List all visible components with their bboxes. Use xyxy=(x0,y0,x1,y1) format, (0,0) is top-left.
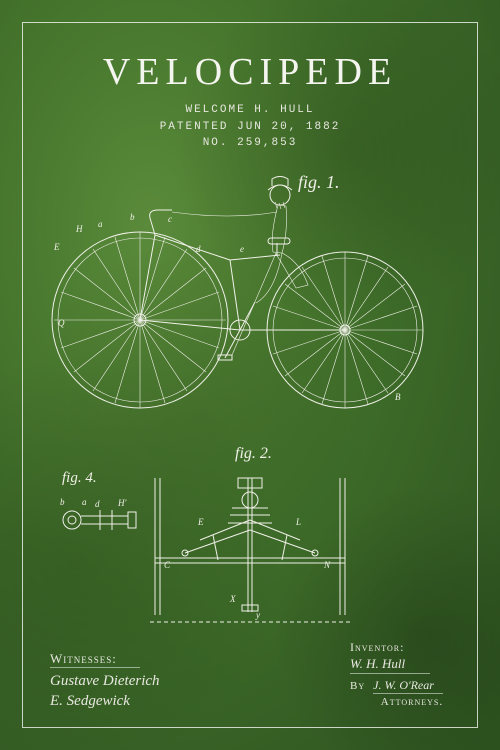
inventor-label: Inventor: xyxy=(350,640,443,655)
witness-signature-1: Gustave Dieterich xyxy=(50,672,160,692)
fig4-drawing: b a d H' xyxy=(0,0,200,750)
svg-text:H': H' xyxy=(117,498,127,508)
svg-text:y: y xyxy=(255,610,260,620)
svg-text:d: d xyxy=(95,499,100,509)
svg-text:L: L xyxy=(295,517,301,527)
by-label: By xyxy=(350,680,365,692)
witnesses-label: Witnesses: xyxy=(50,651,140,668)
svg-text:a: a xyxy=(82,497,87,507)
witnesses-block: Witnesses: Gustave Dieterich E. Sedgewic… xyxy=(50,650,160,711)
svg-text:X: X xyxy=(229,594,236,604)
attorney-signature: J. W. O'Rear xyxy=(373,678,443,695)
attorneys-label: Attorneys. xyxy=(350,696,443,708)
svg-text:b: b xyxy=(60,497,65,507)
inventor-block: Inventor: W. H. Hull By J. W. O'Rear Att… xyxy=(350,640,443,708)
inventor-signature: W. H. Hull xyxy=(350,656,430,674)
svg-text:N: N xyxy=(323,560,331,570)
patent-poster: VELOCIPEDE WELCOME H. HULL PATENTED JUN … xyxy=(0,0,500,750)
witness-signature-2: E. Sedgewick xyxy=(50,692,160,712)
